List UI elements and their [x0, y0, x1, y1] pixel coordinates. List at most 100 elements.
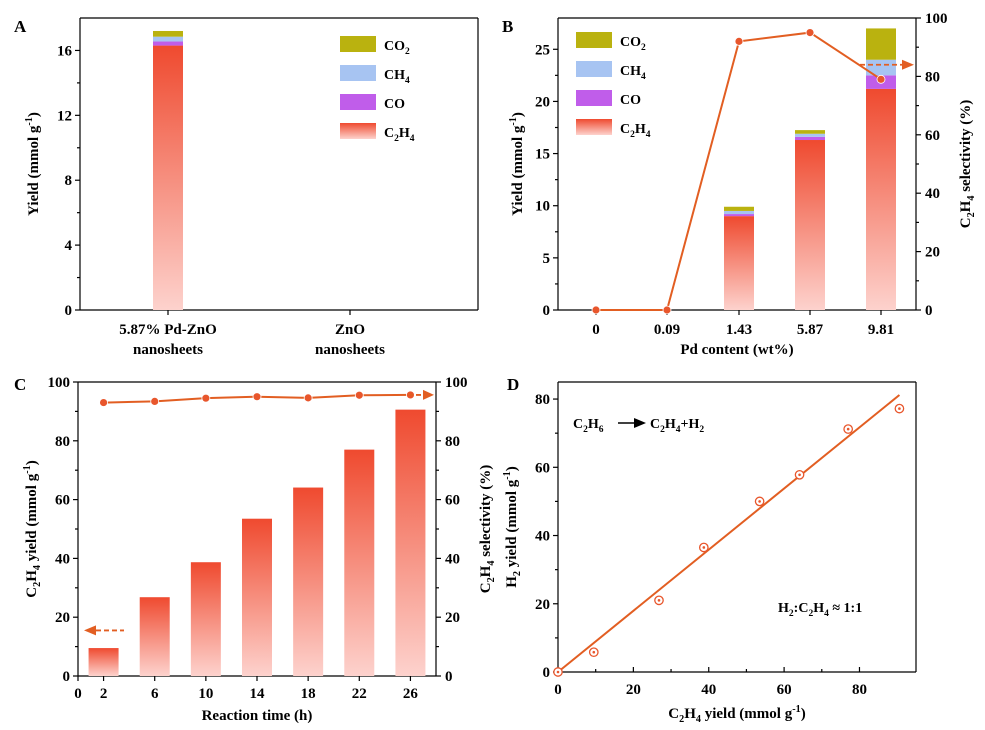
- panel-d: D 0 20 40 60 80 0 20 40 60 80 C2H6 C2H4+H2 H2:C2H4 ≈ …: [502, 375, 917, 725]
- legend-label-co: CO: [620, 93, 641, 108]
- x-tick-label: 14: [250, 686, 266, 702]
- y-tick-label: 15: [535, 147, 550, 163]
- y-tick-label: 0: [543, 303, 551, 319]
- x-tick-label: 5.87: [797, 322, 824, 338]
- y-tick-label: 40: [55, 551, 70, 567]
- selectivity-point: [734, 36, 744, 46]
- x-tick-label: nanosheets: [315, 342, 385, 358]
- y-tick-label: 20: [925, 245, 940, 261]
- selectivity-point: [591, 305, 601, 315]
- legend-swatch-c2h4: [340, 123, 376, 139]
- bar-c2h4-yield: [395, 409, 426, 676]
- reaction-arrow-head: [634, 418, 646, 428]
- bar-c2h4-yield: [88, 648, 119, 676]
- y-tick-label: 100: [925, 11, 948, 27]
- y-tick-label: 40: [925, 186, 940, 202]
- y-tick-label: 0: [65, 303, 73, 319]
- panel-letter-a: A: [14, 17, 27, 36]
- bar-ch4: [724, 210, 754, 215]
- bar-co2: [795, 130, 825, 134]
- x-axis-label: Reaction time (h): [202, 708, 313, 724]
- legend-label-ch4: CH4: [620, 64, 646, 82]
- panel-letter-d: D: [507, 375, 519, 394]
- data-point-dot: [798, 473, 801, 477]
- bar-c2h4-yield: [293, 487, 324, 676]
- legend-swatch-co2: [340, 36, 376, 52]
- axis-arrow-head: [84, 625, 96, 636]
- data-point-dot: [592, 650, 596, 654]
- y-tick-label: 60: [925, 128, 940, 144]
- y-tick-label: 0: [445, 669, 453, 685]
- legend-swatch-ch4: [340, 65, 376, 81]
- data-point-dot: [657, 599, 661, 602]
- selectivity-point: [876, 74, 886, 84]
- legend-swatch-co: [576, 90, 612, 106]
- x-tick-label: 10: [198, 686, 213, 702]
- y-axis-label: Yield (mmol g-1): [508, 112, 526, 216]
- x-tick-label: 80: [852, 682, 867, 698]
- bar-ch4: [866, 59, 896, 76]
- x-axis-label: Pd content (wt%): [680, 342, 793, 358]
- y2-axis-label: C2H4 selectivity (%): [958, 100, 977, 229]
- y-tick-label: 12: [57, 108, 72, 124]
- y-tick-label: 60: [535, 460, 550, 476]
- y-tick-label: 20: [535, 94, 550, 110]
- y-axis-label: C2H4 yield (mmol g-1): [22, 460, 43, 597]
- ratio-annotation: H2:C2H4 ≈ 1:1: [778, 601, 862, 619]
- legend-swatch-ch4: [576, 61, 612, 77]
- y-tick-label: 10: [535, 199, 550, 215]
- legend-label-c2h4: C2H4: [620, 122, 651, 140]
- data-point-dot: [556, 670, 560, 674]
- y-tick-label: 40: [535, 529, 550, 545]
- panel-letter-b: B: [502, 17, 513, 36]
- y-tick-label: 20: [55, 610, 70, 626]
- x-tick-label: 22: [352, 686, 367, 702]
- y-tick-label: 100: [445, 375, 468, 391]
- bar-c2h4-yield: [242, 518, 272, 676]
- y-tick-label: 5: [543, 251, 551, 267]
- legend-swatch-co2: [576, 32, 612, 48]
- legend-swatch-c2h4: [576, 119, 612, 135]
- legend-label-co2: CO2: [620, 35, 646, 53]
- legend-label-co2: CO2: [384, 39, 410, 57]
- bar-co: [153, 41, 183, 46]
- bar-c2h4-yield: [139, 597, 170, 676]
- bar-co: [795, 136, 825, 141]
- x-tick-label: 0.09: [654, 322, 680, 338]
- data-point-dot: [846, 427, 850, 431]
- data-point-dot: [702, 546, 706, 549]
- bar-ch4: [153, 36, 183, 42]
- x-tick-label: 0: [592, 322, 600, 338]
- y-tick-label: 40: [445, 551, 460, 567]
- x-tick-label: 26: [403, 686, 419, 702]
- axis-arrow-head: [902, 59, 914, 70]
- legend-label-c2h4: C2H4: [384, 126, 415, 144]
- bar-c2h4: [153, 45, 183, 310]
- y-axis-label: H2 yield (mmol g-1): [502, 466, 523, 588]
- panel-a: A 0 4 8 12 16 5.87% Pd-ZnO nanosheets ZnO nanoshe…: [14, 17, 479, 358]
- bar-co: [724, 214, 754, 217]
- y-tick-label: 4: [65, 238, 73, 254]
- y-tick-label: 20: [445, 610, 460, 626]
- y-tick-label: 0: [925, 303, 933, 319]
- selectivity-point: [150, 397, 160, 406]
- x-tick-label: 60: [777, 682, 792, 698]
- legend-label-ch4: CH4: [384, 68, 410, 86]
- x-tick-label: 9.81: [868, 322, 894, 338]
- x-tick-label: 40: [701, 682, 716, 698]
- y-tick-label: 0: [543, 665, 551, 681]
- y-tick-label: 8: [65, 173, 73, 189]
- bar-co2: [153, 30, 183, 37]
- reaction-reactant: C2H6: [573, 417, 604, 435]
- bar-c2h4: [724, 216, 754, 310]
- x-tick-label: nanosheets: [133, 342, 203, 358]
- y-tick-label: 16: [57, 43, 73, 59]
- selectivity-point: [201, 393, 211, 403]
- y-axis-label: Yield (mmol g-1): [24, 112, 42, 216]
- x-axis-label: C2H4 yield (mmol g-1): [668, 704, 805, 725]
- x-tick-label: 0: [74, 686, 82, 702]
- selectivity-point: [354, 390, 364, 400]
- y-tick-label: 60: [55, 493, 70, 509]
